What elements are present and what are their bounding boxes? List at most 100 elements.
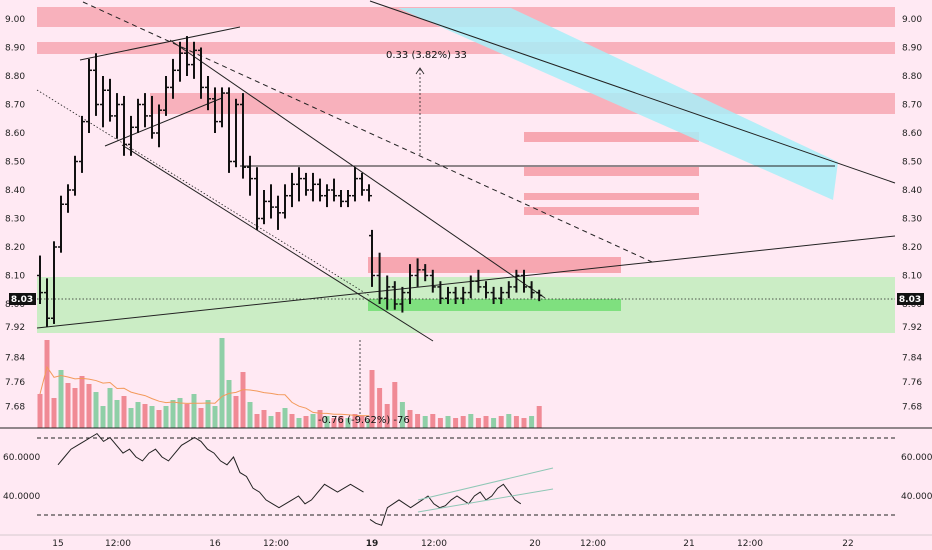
volume-bar bbox=[128, 408, 134, 428]
candle bbox=[452, 286, 459, 304]
price-tick-label: 8.40 bbox=[5, 186, 25, 196]
rsi-tick-label: 60.0000 bbox=[901, 453, 932, 463]
last-price-tag-left: 8.03 bbox=[9, 293, 36, 305]
candle bbox=[345, 190, 351, 208]
price-tick-label: 7.68 bbox=[902, 403, 922, 413]
candle bbox=[205, 76, 211, 111]
price-tick-label: 8.30 bbox=[5, 215, 25, 225]
volume-bar bbox=[453, 418, 459, 428]
volume-bar bbox=[254, 414, 260, 428]
candle bbox=[219, 87, 225, 128]
volume-bar bbox=[226, 380, 232, 428]
volume-bar bbox=[430, 414, 436, 428]
price-tick-label: 7.84 bbox=[5, 354, 25, 364]
rsi-divergence-upper bbox=[417, 467, 554, 501]
price-tick-label: 8.70 bbox=[902, 101, 922, 111]
volume-bar bbox=[366, 420, 372, 428]
candle bbox=[58, 195, 64, 253]
volume-bar bbox=[521, 418, 527, 428]
price-tick-label: 8.40 bbox=[902, 186, 922, 196]
channel-fill bbox=[398, 8, 838, 200]
small-zone-3 bbox=[524, 193, 699, 200]
volume-bar bbox=[529, 416, 535, 428]
volume-bar bbox=[65, 383, 71, 428]
volume-bar bbox=[422, 416, 428, 428]
volume-bar bbox=[240, 372, 246, 428]
rsi-pane bbox=[37, 432, 895, 526]
volume-bar bbox=[491, 418, 497, 428]
candle bbox=[376, 252, 383, 304]
volume-bar bbox=[212, 406, 218, 428]
volume-bar bbox=[303, 416, 309, 428]
candle bbox=[505, 281, 512, 299]
left-price-axis[interactable]: 9.00 8.90 8.80 8.70 8.60 8.50 8.40 8.30 8.20 8.10… bbox=[5, 15, 25, 413]
candle bbox=[352, 167, 358, 202]
measure-up-arrow bbox=[415, 67, 425, 75]
trendline-top bbox=[79, 26, 241, 61]
volume-bar bbox=[44, 340, 50, 428]
price-tick-label: 7.92 bbox=[902, 323, 922, 333]
rsi-line bbox=[57, 432, 364, 509]
price-tick-label: 8.90 bbox=[902, 44, 922, 54]
candle bbox=[467, 275, 474, 299]
candle bbox=[65, 184, 71, 213]
zone-layer bbox=[37, 7, 895, 333]
candle bbox=[331, 178, 337, 202]
time-tick-label: 20 bbox=[529, 539, 541, 549]
candle bbox=[498, 286, 505, 304]
last-price-tag-bg bbox=[9, 293, 36, 305]
candle bbox=[163, 76, 169, 116]
small-zone-2 bbox=[524, 167, 699, 176]
volume-bar bbox=[460, 416, 466, 428]
price-tick-label: 8.10 bbox=[902, 272, 922, 282]
price-tick-label: 7.76 bbox=[5, 378, 25, 388]
candle bbox=[37, 255, 43, 304]
candle bbox=[490, 286, 497, 304]
candle bbox=[528, 281, 535, 299]
volume-bar bbox=[149, 406, 155, 428]
last-price-tag-bg bbox=[897, 293, 924, 305]
volume-bar bbox=[437, 418, 443, 428]
volume-bar bbox=[369, 370, 375, 428]
candle bbox=[429, 269, 436, 293]
rsi-divergence-lower bbox=[417, 488, 554, 513]
candle bbox=[475, 269, 482, 293]
volume-bar bbox=[142, 404, 148, 428]
time-tick-label: 12:00 bbox=[421, 539, 447, 549]
volume-bar bbox=[79, 376, 85, 428]
candle bbox=[391, 281, 398, 310]
candle bbox=[521, 269, 527, 293]
volume-bar bbox=[536, 406, 542, 428]
volume-bar bbox=[296, 418, 302, 428]
candle bbox=[233, 98, 239, 168]
candle bbox=[437, 281, 444, 304]
candle bbox=[121, 95, 127, 156]
price-tick-label: 8.30 bbox=[902, 215, 922, 225]
volume-bar bbox=[331, 418, 337, 428]
measure-down-label: -0.76 (-9.62%) -76 bbox=[318, 415, 410, 426]
volume-bar bbox=[324, 416, 330, 428]
candle bbox=[100, 76, 106, 128]
volume-bar bbox=[338, 416, 344, 428]
time-tick-label: 15 bbox=[52, 539, 63, 549]
price-tick-label: 8.10 bbox=[5, 272, 25, 282]
volume-bar bbox=[58, 370, 64, 428]
last-price-right-label: 8.03 bbox=[899, 295, 921, 305]
volume-bar bbox=[72, 388, 78, 428]
trendline-descending bbox=[169, 39, 546, 299]
price-tick-label: 8.60 bbox=[5, 129, 25, 139]
price-tick-label: 8.20 bbox=[5, 243, 25, 253]
time-axis[interactable]: 15 12:00 16 12:00 19 12:00 20 12:00 21 12:00 22 bbox=[52, 539, 853, 549]
candle bbox=[296, 167, 302, 202]
candle bbox=[142, 93, 148, 128]
candle bbox=[191, 41, 197, 79]
right-price-axis[interactable]: 9.00 8.90 8.80 8.70 8.60 8.50 8.40 8.30 8.20 8.10… bbox=[902, 15, 922, 413]
candle bbox=[369, 229, 375, 287]
candle bbox=[135, 98, 141, 133]
trendline-long bbox=[369, 0, 896, 184]
volume-bar bbox=[163, 406, 169, 428]
dotted-trendline bbox=[36, 89, 371, 297]
volume-bar bbox=[282, 408, 288, 428]
candle bbox=[86, 58, 92, 133]
